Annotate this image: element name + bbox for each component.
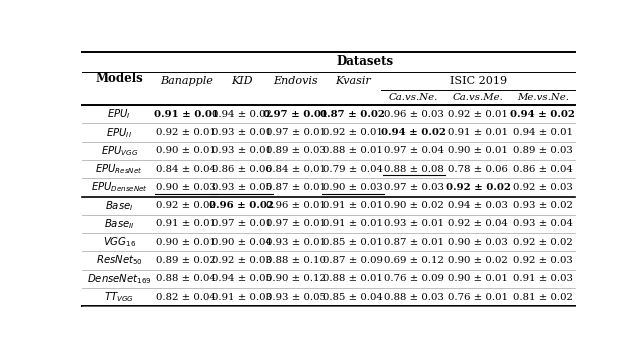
- Text: 0.90 ± 0.04: 0.90 ± 0.04: [212, 238, 272, 247]
- Text: 0.86 ± 0.06: 0.86 ± 0.06: [212, 165, 272, 174]
- Text: 0.94 ± 0.02: 0.94 ± 0.02: [381, 128, 446, 137]
- Text: 0.87 ± 0.02: 0.87 ± 0.02: [321, 110, 385, 119]
- Text: 0.97 ± 0.01: 0.97 ± 0.01: [212, 219, 272, 228]
- Text: 0.88 ± 0.04: 0.88 ± 0.04: [156, 274, 216, 283]
- Text: 0.90 ± 0.03: 0.90 ± 0.03: [448, 238, 508, 247]
- Text: 0.84 ± 0.01: 0.84 ± 0.01: [266, 165, 326, 174]
- Text: 0.93 ± 0.01: 0.93 ± 0.01: [212, 146, 272, 155]
- Text: Kvasir: Kvasir: [335, 76, 371, 86]
- Text: 0.90 ± 0.01: 0.90 ± 0.01: [156, 146, 216, 155]
- Text: $\it{VGG}_{16}$: $\it{VGG}_{16}$: [102, 235, 136, 249]
- Text: Ca.vs.Ne.: Ca.vs.Ne.: [389, 93, 438, 102]
- Text: 0.93 ± 0.05: 0.93 ± 0.05: [266, 293, 326, 302]
- Text: 0.89 ± 0.03: 0.89 ± 0.03: [266, 146, 326, 155]
- Text: 0.78 ± 0.06: 0.78 ± 0.06: [448, 165, 508, 174]
- Text: 0.93 ± 0.01: 0.93 ± 0.01: [212, 128, 272, 137]
- Text: 0.92 ± 0.02: 0.92 ± 0.02: [156, 201, 216, 210]
- Text: 0.92 ± 0.01: 0.92 ± 0.01: [323, 128, 383, 137]
- Text: 0.92 ± 0.03: 0.92 ± 0.03: [513, 183, 573, 192]
- Text: 0.88 ± 0.01: 0.88 ± 0.01: [323, 146, 383, 155]
- Text: 0.97 ± 0.01: 0.97 ± 0.01: [263, 110, 328, 119]
- Text: 0.91 ± 0.01: 0.91 ± 0.01: [154, 110, 219, 119]
- Text: 0.93 ± 0.02: 0.93 ± 0.02: [513, 201, 573, 210]
- Text: 0.88 ± 0.01: 0.88 ± 0.01: [323, 274, 383, 283]
- Text: 0.93 ± 0.04: 0.93 ± 0.04: [513, 219, 573, 228]
- Text: $\it{EPU}_{VGG}$: $\it{EPU}_{VGG}$: [100, 144, 138, 158]
- Text: 0.97 ± 0.01: 0.97 ± 0.01: [266, 128, 326, 137]
- Text: 0.90 ± 0.02: 0.90 ± 0.02: [384, 201, 444, 210]
- Text: 0.90 ± 0.01: 0.90 ± 0.01: [448, 274, 508, 283]
- Text: 0.93 ± 0.01: 0.93 ± 0.01: [383, 219, 444, 228]
- Text: KID: KID: [231, 76, 253, 86]
- Text: Models: Models: [95, 72, 143, 85]
- Text: 0.90 ± 0.12: 0.90 ± 0.12: [266, 274, 326, 283]
- Text: 0.92 ± 0.01: 0.92 ± 0.01: [156, 128, 216, 137]
- Text: 0.94 ± 0.05: 0.94 ± 0.05: [212, 274, 272, 283]
- Text: 0.84 ± 0.04: 0.84 ± 0.04: [156, 165, 216, 174]
- Text: 0.94 ± 0.02: 0.94 ± 0.02: [510, 110, 575, 119]
- Text: $\it{DenseNet}_{169}$: $\it{DenseNet}_{169}$: [87, 272, 152, 286]
- Text: Datasets: Datasets: [337, 56, 394, 68]
- Text: 0.90 ± 0.03: 0.90 ± 0.03: [323, 183, 383, 192]
- Text: 0.86 ± 0.04: 0.86 ± 0.04: [513, 165, 573, 174]
- Text: $\it{EPU}_{I}$: $\it{EPU}_{I}$: [108, 108, 131, 121]
- Text: 0.92 ± 0.02: 0.92 ± 0.02: [513, 238, 573, 247]
- Text: 0.96 ± 0.01: 0.96 ± 0.01: [266, 201, 326, 210]
- Text: 0.97 ± 0.01: 0.97 ± 0.01: [266, 219, 326, 228]
- Text: 0.94 ± 0.03: 0.94 ± 0.03: [448, 201, 508, 210]
- Text: 0.96 ± 0.03: 0.96 ± 0.03: [384, 110, 444, 119]
- Text: 0.96 ± 0.02: 0.96 ± 0.02: [209, 201, 275, 210]
- Text: 0.94 ± 0.01: 0.94 ± 0.01: [513, 128, 573, 137]
- Text: 0.90 ± 0.02: 0.90 ± 0.02: [448, 256, 508, 265]
- Text: $\it{TT}_{VGG}$: $\it{TT}_{VGG}$: [104, 290, 134, 304]
- Text: 0.85 ± 0.01: 0.85 ± 0.01: [323, 238, 383, 247]
- Text: 0.88 ± 0.10: 0.88 ± 0.10: [266, 256, 326, 265]
- Text: 0.92 ± 0.04: 0.92 ± 0.04: [448, 219, 508, 228]
- Text: 0.82 ± 0.04: 0.82 ± 0.04: [156, 293, 216, 302]
- Text: 0.76 ± 0.09: 0.76 ± 0.09: [384, 274, 444, 283]
- Text: 0.88 ± 0.03: 0.88 ± 0.03: [384, 293, 444, 302]
- Text: 0.92 ± 0.02: 0.92 ± 0.02: [445, 183, 511, 192]
- Text: 0.91 ± 0.01: 0.91 ± 0.01: [323, 201, 383, 210]
- Text: 0.90 ± 0.03: 0.90 ± 0.03: [156, 183, 216, 192]
- Text: 0.90 ± 0.01: 0.90 ± 0.01: [448, 146, 508, 155]
- Text: $\it{Base}_{II}$: $\it{Base}_{II}$: [104, 217, 134, 231]
- Text: 0.87 ± 0.01: 0.87 ± 0.01: [383, 238, 444, 247]
- Text: 0.97 ± 0.03: 0.97 ± 0.03: [383, 183, 444, 192]
- Text: ISIC 2019: ISIC 2019: [450, 76, 507, 86]
- Text: Ca.vs.Me.: Ca.vs.Me.: [452, 93, 504, 102]
- Text: $\it{EPU}_{DenseNet}$: $\it{EPU}_{DenseNet}$: [91, 180, 148, 194]
- Text: Endovis: Endovis: [273, 76, 318, 86]
- Text: 0.91 ± 0.03: 0.91 ± 0.03: [212, 293, 272, 302]
- Text: 0.91 ± 0.03: 0.91 ± 0.03: [513, 274, 573, 283]
- Text: 0.92 ± 0.01: 0.92 ± 0.01: [448, 110, 508, 119]
- Text: 0.79 ± 0.04: 0.79 ± 0.04: [323, 165, 383, 174]
- Text: 0.90 ± 0.01: 0.90 ± 0.01: [156, 238, 216, 247]
- Text: 0.91 ± 0.01: 0.91 ± 0.01: [448, 128, 508, 137]
- Text: 0.92 ± 0.03: 0.92 ± 0.03: [212, 256, 272, 265]
- Text: 0.87 ± 0.01: 0.87 ± 0.01: [266, 183, 326, 192]
- Text: 0.89 ± 0.03: 0.89 ± 0.03: [513, 146, 573, 155]
- Text: 0.81 ± 0.02: 0.81 ± 0.02: [513, 293, 573, 302]
- Text: 0.91 ± 0.01: 0.91 ± 0.01: [323, 219, 383, 228]
- Text: 0.92 ± 0.03: 0.92 ± 0.03: [513, 256, 573, 265]
- Text: 0.97 ± 0.04: 0.97 ± 0.04: [383, 146, 444, 155]
- Text: $\it{EPU}_{ResNet}$: $\it{EPU}_{ResNet}$: [95, 162, 143, 176]
- Text: 0.89 ± 0.02: 0.89 ± 0.02: [156, 256, 216, 265]
- Text: 0.85 ± 0.04: 0.85 ± 0.04: [323, 293, 383, 302]
- Text: 0.91 ± 0.01: 0.91 ± 0.01: [156, 219, 216, 228]
- Text: 0.69 ± 0.12: 0.69 ± 0.12: [384, 256, 444, 265]
- Text: 0.76 ± 0.01: 0.76 ± 0.01: [448, 293, 508, 302]
- Text: $\it{EPU}_{II}$: $\it{EPU}_{II}$: [106, 126, 132, 139]
- Text: 0.87 ± 0.09: 0.87 ± 0.09: [323, 256, 383, 265]
- Text: 0.88 ± 0.08: 0.88 ± 0.08: [384, 165, 444, 174]
- Text: $\it{Base}_{I}$: $\it{Base}_{I}$: [105, 199, 134, 213]
- Text: 0.94 ± 0.02: 0.94 ± 0.02: [212, 110, 272, 119]
- Text: Me.vs.Ne.: Me.vs.Ne.: [516, 93, 569, 102]
- Text: 0.93 ± 0.05: 0.93 ± 0.05: [212, 183, 272, 192]
- Text: $\it{ResNet}_{50}$: $\it{ResNet}_{50}$: [96, 254, 143, 268]
- Text: 0.93 ± 0.01: 0.93 ± 0.01: [266, 238, 326, 247]
- Text: Banapple: Banapple: [160, 76, 212, 86]
